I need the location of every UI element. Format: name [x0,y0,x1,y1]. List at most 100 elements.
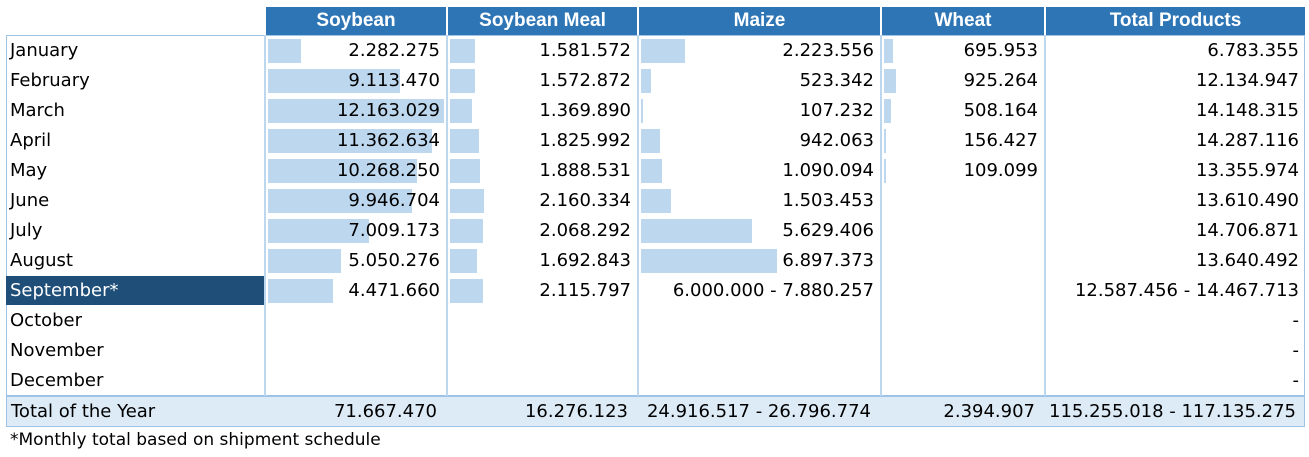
cell-soybean: 11.362.634 [266,126,446,156]
value-soybean-meal: 2.068.292 [539,220,631,241]
total-total-products: 115.255.018 - 117.135.275 [1049,401,1296,422]
value-total-products: 13.355.974 [1195,160,1299,181]
cell-soybean-meal: 2.115.797 [448,276,637,306]
cell-wheat [882,366,1044,396]
footnote: *Monthly total based on shipment schedul… [10,430,381,450]
cell-total-products: - [1046,306,1305,336]
cell-wheat [882,306,1044,336]
bar-soybean-meal [450,189,484,213]
column-divider [446,35,448,396]
header-total-products: Total Products [1046,7,1305,35]
header-soybean: Soybean [266,7,446,35]
cell-wheat: 508.164 [882,96,1044,126]
total-soybean-meal: 16.276.123 [524,401,628,422]
value-soybean-meal: 1.692.843 [539,250,631,271]
column-divider [264,35,266,396]
cell-maize: 523.342 [639,66,880,96]
value-wheat: 695.953 [963,40,1038,61]
bar-maize [641,39,685,63]
value-maize: 6.000.000 - 7.880.257 [672,280,874,301]
value-soybean: 5.050.276 [348,250,440,271]
row-label: May [10,160,48,181]
bar-soybean-meal [450,279,483,303]
value-total-products: - [1292,370,1300,391]
cell-soybean-meal: 1.825.992 [448,126,637,156]
cell-total-products: 12.587.456 - 14.467.713 [1046,276,1305,306]
shipments-table: Soybean Soybean Meal Maize Wheat Total P… [6,7,1305,427]
row-label: December [10,370,104,391]
row-label: April [10,130,52,151]
bar-soybean-meal [450,99,472,123]
value-wheat: 156.427 [963,130,1038,151]
value-soybean: 4.471.660 [348,280,440,301]
value-soybean-meal: 1.888.531 [539,160,631,181]
value-maize: 5.629.406 [782,220,874,241]
cell-maize [639,366,880,396]
bar-wheat [884,159,886,183]
value-soybean-meal: 1.369.890 [539,100,631,121]
cell-soybean: 4.471.660 [266,276,446,306]
bar-soybean [268,159,417,183]
bar-soybean [268,279,333,303]
bar-soybean-meal [450,129,479,153]
value-total-products: 14.148.315 [1195,100,1299,121]
cell-maize [639,336,880,366]
value-wheat: 508.164 [963,100,1038,121]
header-soybean-meal: Soybean Meal [448,7,637,35]
bar-maize [641,129,660,153]
cell-wheat: 109.099 [882,156,1044,186]
cell-total-products: 6.783.355 [1046,36,1305,66]
value-total-products: 12.134.947 [1195,70,1299,91]
row-label: February [10,70,90,91]
cell-total-products: 14.287.116 [1046,126,1305,156]
value-maize: 1.503.453 [782,190,874,211]
cell-wheat: 925.264 [882,66,1044,96]
cell-soybean: 12.163.029 [266,96,446,126]
value-maize: 2.223.556 [782,40,874,61]
row-label: September* [6,276,264,305]
cell-soybean-meal: 1.888.531 [448,156,637,186]
row-label: November [10,340,104,361]
value-wheat: 925.264 [963,70,1038,91]
row-label: June [10,190,50,211]
value-soybean-meal: 1.572.872 [539,70,631,91]
cell-soybean: 9.113.470 [266,66,446,96]
cell-total-products: 13.355.974 [1046,156,1305,186]
cell-maize: 5.629.406 [639,216,880,246]
bar-maize [641,219,752,243]
bar-maize [641,69,651,93]
value-maize: 942.063 [799,130,874,151]
bar-maize [641,189,671,213]
bar-soybean [268,39,301,63]
cell-soybean [266,306,446,336]
cell-soybean: 9.946.704 [266,186,446,216]
total-row: Total of the Year 71.667.470 16.276.123 … [6,396,1305,427]
cell-soybean-meal [448,336,637,366]
cell-wheat [882,336,1044,366]
row-label: July [10,220,43,241]
cell-wheat: 695.953 [882,36,1044,66]
total-wheat: 2.394.907 [943,401,1035,422]
header-wheat: Wheat [882,7,1044,35]
cell-soybean: 2.282.275 [266,36,446,66]
column-divider [880,35,882,396]
column-divider [637,35,639,396]
cell-soybean-meal [448,366,637,396]
cell-total-products: 13.640.492 [1046,246,1305,276]
value-soybean: 10.268.250 [336,160,440,181]
cell-total-products: - [1046,366,1305,396]
value-soybean-meal: 2.115.797 [539,280,631,301]
total-label: Total of the Year [11,401,156,422]
cell-total-products: 13.610.490 [1046,186,1305,216]
cell-maize: 1.090.094 [639,156,880,186]
cell-maize: 6.000.000 - 7.880.257 [639,276,880,306]
value-total-products: 14.706.871 [1195,220,1299,241]
total-maize: 24.916.517 - 26.796.774 [646,401,871,422]
bar-wheat [884,129,886,153]
value-maize: 1.090.094 [782,160,874,181]
bar-maize [641,159,662,183]
total-soybean: 71.667.470 [333,401,437,422]
cell-total-products: 12.134.947 [1046,66,1305,96]
bar-wheat [884,99,891,123]
column-divider [1044,35,1046,396]
